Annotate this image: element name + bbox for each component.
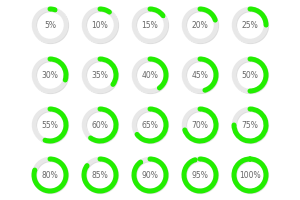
Text: 10%: 10%: [92, 21, 108, 29]
Text: 45%: 45%: [192, 71, 208, 79]
Text: 85%: 85%: [92, 170, 108, 180]
Text: 60%: 60%: [92, 120, 108, 130]
Text: 65%: 65%: [142, 120, 158, 130]
Text: 100%: 100%: [239, 170, 261, 180]
Text: 50%: 50%: [242, 71, 258, 79]
Text: 95%: 95%: [192, 170, 208, 180]
Text: 5%: 5%: [44, 21, 56, 29]
Text: 55%: 55%: [42, 120, 58, 130]
Text: 90%: 90%: [142, 170, 158, 180]
Text: 70%: 70%: [192, 120, 208, 130]
Text: 75%: 75%: [242, 120, 258, 130]
Text: 80%: 80%: [42, 170, 58, 180]
Text: 15%: 15%: [142, 21, 158, 29]
Text: 20%: 20%: [192, 21, 208, 29]
Text: 30%: 30%: [42, 71, 58, 79]
Text: 25%: 25%: [242, 21, 258, 29]
Text: 40%: 40%: [142, 71, 158, 79]
Text: 35%: 35%: [92, 71, 108, 79]
